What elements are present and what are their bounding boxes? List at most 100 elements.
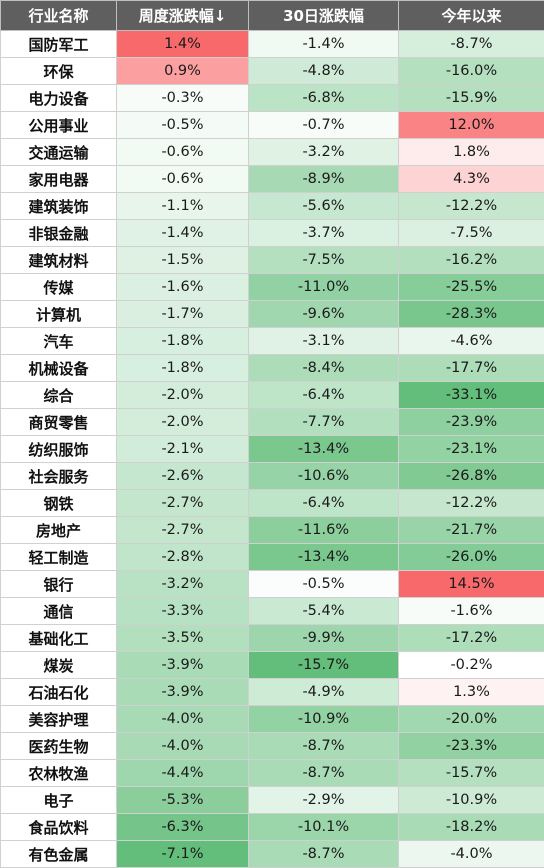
weekly-change-cell: -1.4%	[117, 220, 249, 247]
ytd-change-cell: -12.2%	[399, 193, 544, 220]
ytd-change-cell: -0.2%	[399, 652, 544, 679]
ytd-change-cell: -1.6%	[399, 598, 544, 625]
weekly-change-cell: -4.0%	[117, 733, 249, 760]
weekly-change-cell: 1.4%	[117, 31, 249, 58]
ytd-change-cell: -18.2%	[399, 814, 544, 841]
ytd-change-cell: -4.0%	[399, 841, 544, 868]
weekly-change-cell: 0.9%	[117, 58, 249, 85]
30day-change-cell: -10.1%	[249, 814, 399, 841]
ytd-change-cell: -15.9%	[399, 85, 544, 112]
industry-name-cell: 社会服务	[1, 463, 117, 490]
30day-change-cell: -6.4%	[249, 490, 399, 517]
header-row: 行业名称 周度涨跌幅↓ 30日涨跌幅 今年以来	[1, 1, 544, 31]
weekly-change-cell: -2.8%	[117, 544, 249, 571]
30day-change-cell: -6.4%	[249, 382, 399, 409]
industry-name-cell: 国防军工	[1, 31, 117, 58]
industry-name-cell: 公用事业	[1, 112, 117, 139]
30day-change-cell: -1.4%	[249, 31, 399, 58]
weekly-change-cell: -3.9%	[117, 679, 249, 706]
industry-name-cell: 建筑装饰	[1, 193, 117, 220]
ytd-change-cell: -12.2%	[399, 490, 544, 517]
weekly-change-cell: -0.3%	[117, 85, 249, 112]
table-row: 社会服务-2.6%-10.6%-26.8%	[1, 463, 544, 490]
industry-name-cell: 电子	[1, 787, 117, 814]
table-row: 综合-2.0%-6.4%-33.1%	[1, 382, 544, 409]
industry-name-cell: 机械设备	[1, 355, 117, 382]
weekly-change-cell: -1.8%	[117, 328, 249, 355]
table-row: 建筑材料-1.5%-7.5%-16.2%	[1, 247, 544, 274]
weekly-change-cell: -2.0%	[117, 409, 249, 436]
ytd-change-cell: 14.5%	[399, 571, 544, 598]
30day-change-cell: -9.9%	[249, 625, 399, 652]
30day-change-cell: -6.8%	[249, 85, 399, 112]
weekly-change-cell: -2.7%	[117, 490, 249, 517]
30day-change-cell: -0.5%	[249, 571, 399, 598]
industry-name-cell: 医药生物	[1, 733, 117, 760]
industry-name-cell: 电力设备	[1, 85, 117, 112]
weekly-change-cell: -6.3%	[117, 814, 249, 841]
30day-change-cell: -8.4%	[249, 355, 399, 382]
ytd-change-cell: -28.3%	[399, 301, 544, 328]
table-row: 银行-3.2%-0.5%14.5%	[1, 571, 544, 598]
industry-name-cell: 传媒	[1, 274, 117, 301]
30day-change-cell: -13.4%	[249, 436, 399, 463]
industry-name-cell: 非银金融	[1, 220, 117, 247]
weekly-change-cell: -2.7%	[117, 517, 249, 544]
30day-change-cell: -11.6%	[249, 517, 399, 544]
30day-change-cell: -8.9%	[249, 166, 399, 193]
table-row: 房地产-2.7%-11.6%-21.7%	[1, 517, 544, 544]
weekly-change-cell: -3.3%	[117, 598, 249, 625]
30day-change-cell: -2.9%	[249, 787, 399, 814]
table-row: 煤炭-3.9%-15.7%-0.2%	[1, 652, 544, 679]
30day-change-cell: -3.2%	[249, 139, 399, 166]
industry-name-cell: 石油石化	[1, 679, 117, 706]
ytd-change-cell: -21.7%	[399, 517, 544, 544]
30day-change-cell: -10.9%	[249, 706, 399, 733]
column-header-industry[interactable]: 行业名称	[1, 1, 117, 31]
industry-name-cell: 煤炭	[1, 652, 117, 679]
table-row: 建筑装饰-1.1%-5.6%-12.2%	[1, 193, 544, 220]
ytd-change-cell: -4.6%	[399, 328, 544, 355]
ytd-change-cell: -20.0%	[399, 706, 544, 733]
industry-name-cell: 银行	[1, 571, 117, 598]
industry-name-cell: 通信	[1, 598, 117, 625]
ytd-change-cell: -23.3%	[399, 733, 544, 760]
30day-change-cell: -15.7%	[249, 652, 399, 679]
industry-name-cell: 食品饮料	[1, 814, 117, 841]
30day-change-cell: -3.1%	[249, 328, 399, 355]
30day-change-cell: -13.4%	[249, 544, 399, 571]
weekly-change-cell: -0.6%	[117, 166, 249, 193]
table-row: 公用事业-0.5%-0.7%12.0%	[1, 112, 544, 139]
table-row: 食品饮料-6.3%-10.1%-18.2%	[1, 814, 544, 841]
industry-name-cell: 商贸零售	[1, 409, 117, 436]
table-row: 汽车-1.8%-3.1%-4.6%	[1, 328, 544, 355]
table-row: 轻工制造-2.8%-13.4%-26.0%	[1, 544, 544, 571]
30day-change-cell: -8.7%	[249, 760, 399, 787]
column-header-weekly-change[interactable]: 周度涨跌幅↓	[117, 1, 249, 31]
30day-change-cell: -8.7%	[249, 733, 399, 760]
ytd-change-cell: -33.1%	[399, 382, 544, 409]
30day-change-cell: -10.6%	[249, 463, 399, 490]
ytd-change-cell: -7.5%	[399, 220, 544, 247]
weekly-change-cell: -1.5%	[117, 247, 249, 274]
table-row: 纺织服饰-2.1%-13.4%-23.1%	[1, 436, 544, 463]
weekly-change-cell: -3.2%	[117, 571, 249, 598]
weekly-change-cell: -1.6%	[117, 274, 249, 301]
industry-name-cell: 基础化工	[1, 625, 117, 652]
ytd-change-cell: -15.7%	[399, 760, 544, 787]
weekly-change-cell: -2.0%	[117, 382, 249, 409]
industry-name-cell: 计算机	[1, 301, 117, 328]
30day-change-cell: -7.7%	[249, 409, 399, 436]
column-header-ytd-change[interactable]: 今年以来	[399, 1, 544, 31]
column-header-30day-change[interactable]: 30日涨跌幅	[249, 1, 399, 31]
table-row: 美容护理-4.0%-10.9%-20.0%	[1, 706, 544, 733]
ytd-change-cell: -17.7%	[399, 355, 544, 382]
industry-name-cell: 汽车	[1, 328, 117, 355]
table-row: 基础化工-3.5%-9.9%-17.2%	[1, 625, 544, 652]
weekly-change-cell: -7.1%	[117, 841, 249, 868]
industry-name-cell: 轻工制造	[1, 544, 117, 571]
30day-change-cell: -11.0%	[249, 274, 399, 301]
